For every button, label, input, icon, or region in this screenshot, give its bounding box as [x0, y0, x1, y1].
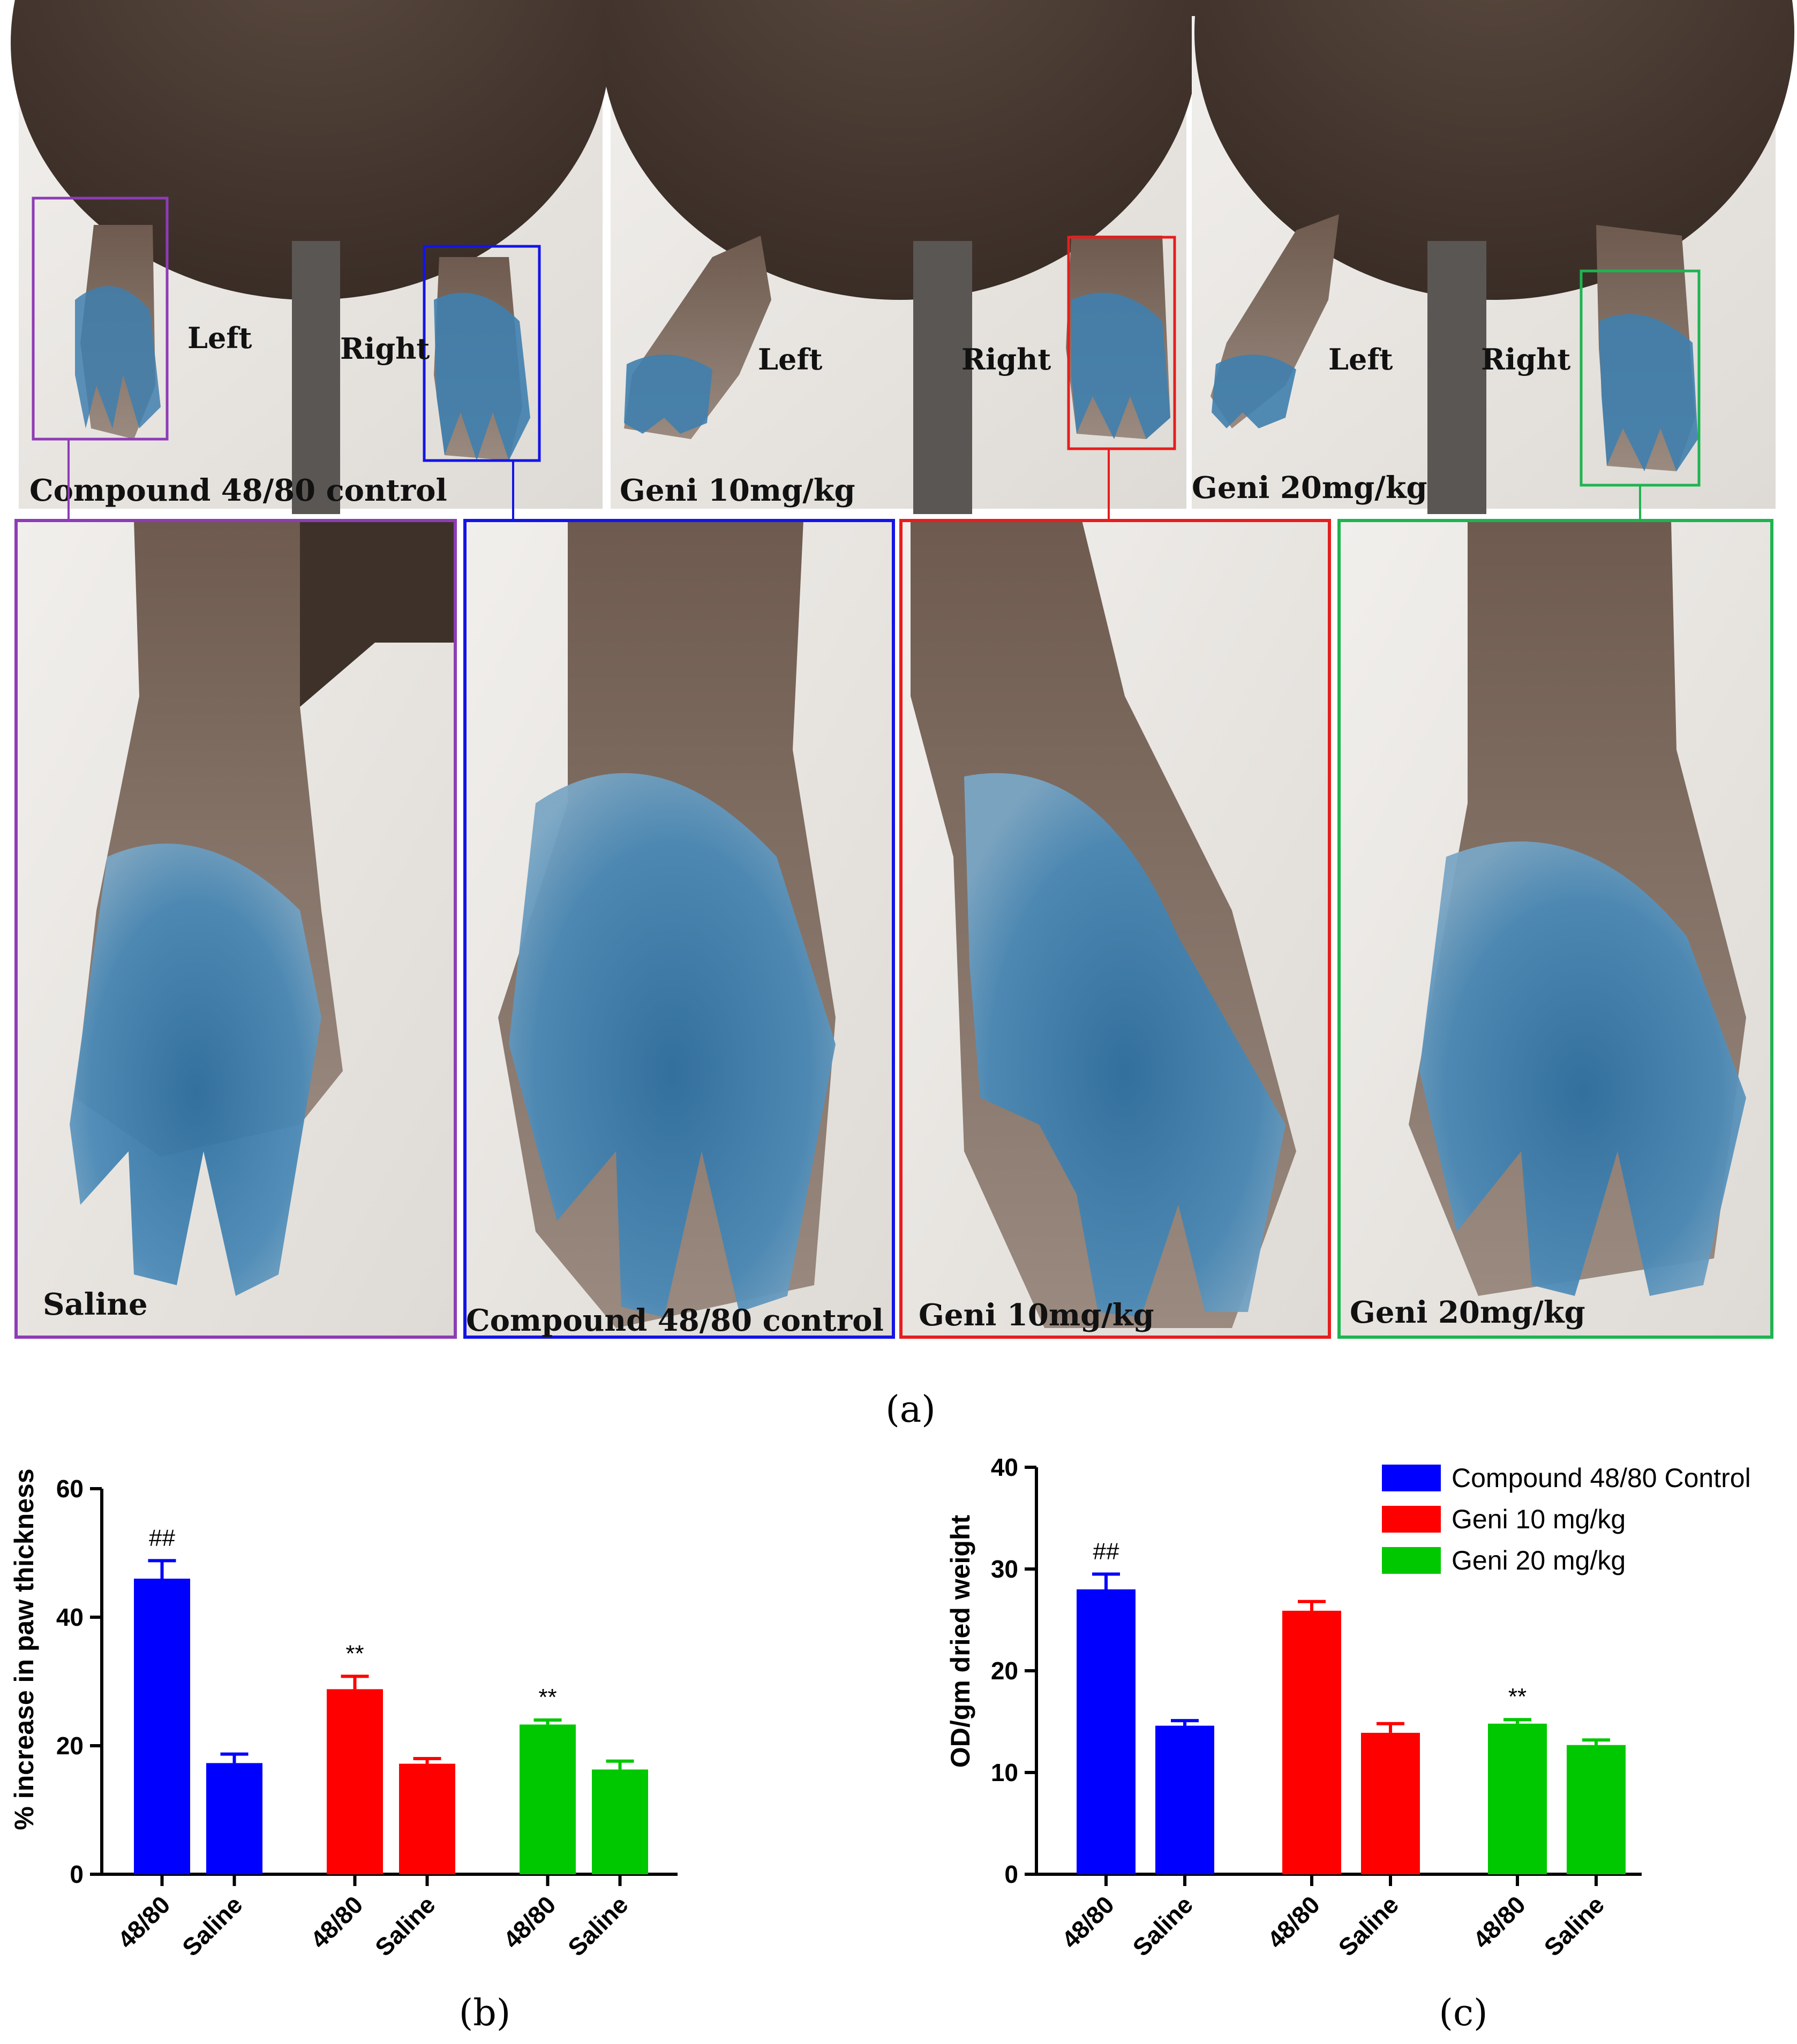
- bar: [520, 1724, 576, 1874]
- y-axis-title: OD/gm dried weight: [945, 1515, 975, 1768]
- left-paw-box: [32, 197, 169, 441]
- category-label: Saline: [1538, 1890, 1610, 1962]
- significance-label: **: [345, 1640, 364, 1666]
- panel-b-letter: (b): [459, 1992, 511, 2034]
- category-label: Saline: [1333, 1890, 1404, 1962]
- legend-label: Geni 10 mg/kg: [1452, 1504, 1626, 1534]
- legend-label: Compound 48/80 Control: [1452, 1463, 1751, 1493]
- zoom-photo-2: Compound 48/80 control: [463, 519, 895, 1339]
- legend: Compound 48/80 Control Geni 10 mg/kg Geni …: [1382, 1463, 1751, 1575]
- category-label: 48/80: [305, 1890, 368, 1954]
- bar: [1155, 1725, 1214, 1874]
- y-tick-label: 20: [991, 1657, 1018, 1685]
- category-label: Saline: [177, 1890, 248, 1962]
- zoom-frame: [14, 519, 457, 1339]
- left-label: Left: [758, 342, 823, 376]
- paw-dye: [1419, 841, 1746, 1296]
- left-paw-dye: [1212, 355, 1296, 428]
- left-label: Left: [187, 321, 252, 355]
- photo-caption: Compound 48/80 control: [29, 473, 447, 508]
- bar: [1361, 1732, 1420, 1874]
- right-label: Right: [1481, 342, 1570, 376]
- bar: [1567, 1745, 1626, 1874]
- left-paw-dye: [624, 355, 712, 434]
- zoom-caption: Geni 20mg/kg: [1350, 1295, 1585, 1330]
- bar: [1488, 1723, 1547, 1874]
- category-label: Saline: [1127, 1890, 1198, 1962]
- right-paw-box: [423, 245, 541, 462]
- chart-b: % increase in paw thickness 0 20 40 60 ## **…: [9, 1468, 678, 2034]
- right-paw-dye: [1599, 314, 1698, 471]
- significance-label: **: [538, 1684, 557, 1710]
- panel-a-letter: (a): [885, 1389, 936, 1431]
- significance-label: ##: [149, 1525, 175, 1551]
- top-photo-3: Left Right Geni 20mg/kg: [1192, 0, 1794, 514]
- legend-swatch: [1382, 1547, 1441, 1574]
- category-label: Saline: [370, 1890, 441, 1962]
- significance-label: ##: [1093, 1538, 1119, 1565]
- top-photo-2: Left Right Geni 10mg/kg: [600, 0, 1200, 514]
- y-tick-label: 0: [1004, 1860, 1018, 1888]
- y-tick-label: 30: [991, 1555, 1018, 1583]
- y-axis-title: % increase in paw thickness: [9, 1468, 39, 1830]
- significance-label: **: [1508, 1684, 1527, 1710]
- category-label: 48/80: [112, 1890, 175, 1954]
- connector-lines: [67, 439, 1641, 521]
- top-photo-1: Left Right Compound 48/80 control: [11, 0, 611, 514]
- category-label: 48/80: [498, 1890, 561, 1954]
- zoom-frame: [899, 519, 1331, 1339]
- category-label: 48/80: [1262, 1890, 1325, 1954]
- legend-swatch: [1382, 1506, 1441, 1533]
- legend-label: Geni 20 mg/kg: [1452, 1545, 1626, 1575]
- mouse-tail: [1427, 241, 1486, 514]
- zoom-frame: [463, 519, 895, 1339]
- photo-caption: Geni 20mg/kg: [1192, 470, 1427, 506]
- panel-a: Left Right Compound 48/80 control Left R…: [11, 0, 1794, 1431]
- mouse-tail: [292, 241, 340, 514]
- right-paw-box: [1067, 236, 1176, 450]
- panel-c-letter: (c): [1439, 1992, 1487, 2034]
- zoom-photo-1: Saline: [14, 519, 457, 1339]
- zoom-photo-4: Geni 20mg/kg: [1337, 519, 1773, 1339]
- bar: [592, 1769, 648, 1874]
- bar: [399, 1763, 455, 1874]
- right-label: Right: [340, 331, 430, 366]
- category-label: 48/80: [1056, 1890, 1119, 1954]
- zoom-caption: Compound 48/80 control: [466, 1303, 884, 1338]
- zoom-photo-3: Geni 10mg/kg: [899, 519, 1331, 1339]
- mouse-tail: [913, 241, 972, 514]
- bar: [327, 1689, 383, 1874]
- paw-dye: [964, 773, 1285, 1317]
- zoom-caption: Geni 10mg/kg: [919, 1298, 1154, 1333]
- y-tick-label: 20: [56, 1732, 84, 1760]
- photo-caption: Geni 10mg/kg: [620, 473, 855, 508]
- y-tick-label: 60: [56, 1475, 84, 1503]
- left-paw-dye: [75, 286, 161, 428]
- paw-dye: [509, 773, 836, 1317]
- left-label: Left: [1328, 342, 1393, 376]
- y-tick-label: 10: [991, 1759, 1018, 1786]
- paw-dye: [70, 843, 321, 1296]
- category-label: Saline: [562, 1890, 634, 1962]
- zoom-frame: [1337, 519, 1773, 1339]
- bar: [206, 1763, 262, 1874]
- y-tick-label: 40: [56, 1603, 84, 1631]
- y-tick-label: 0: [70, 1860, 84, 1888]
- zoom-caption: Saline: [43, 1287, 148, 1322]
- legend-swatch: [1382, 1465, 1441, 1491]
- right-paw-dye: [434, 292, 530, 461]
- bar: [134, 1579, 190, 1874]
- bar: [1282, 1610, 1341, 1874]
- y-tick-label: 40: [991, 1453, 1018, 1481]
- right-paw-dye: [1071, 292, 1170, 439]
- category-label: 48/80: [1468, 1890, 1531, 1954]
- bar: [1077, 1589, 1136, 1874]
- right-label: Right: [961, 342, 1051, 376]
